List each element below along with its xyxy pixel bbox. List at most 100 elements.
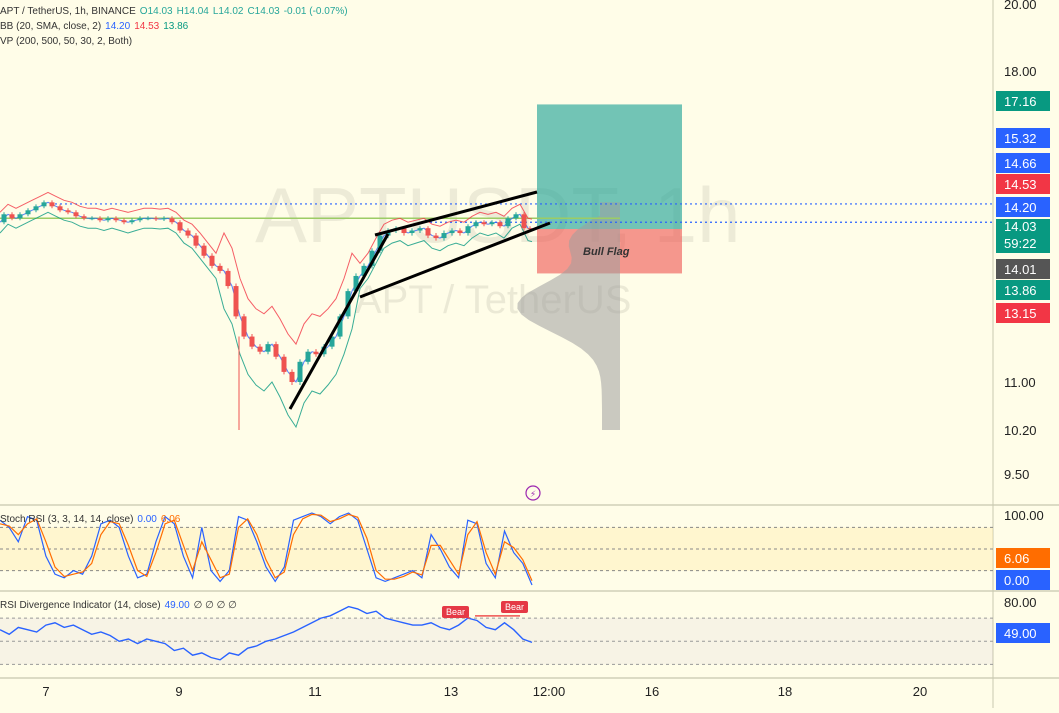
price-badge-bg — [996, 128, 1050, 148]
x-tick-label: 9 — [175, 684, 182, 699]
candle-body — [9, 214, 15, 219]
price-badge-bg — [996, 280, 1050, 300]
main-legend-c: C14.03 — [247, 6, 280, 17]
candle-body — [17, 214, 23, 219]
price-badge-label: 17.16 — [1004, 94, 1037, 109]
price-badge-label: 15.32 — [1004, 131, 1037, 146]
rsi-badge-bg — [996, 623, 1050, 643]
candle-body — [57, 206, 63, 211]
price-tick-label: 9.50 — [1004, 467, 1029, 482]
flag-lower-line — [359, 221, 551, 299]
candle-body — [313, 351, 319, 355]
price-badge-label: 14.20 — [1004, 200, 1037, 215]
main-legend-o: O14.03 — [139, 6, 173, 17]
candle-body — [209, 255, 215, 266]
x-tick-label: 12:00 — [533, 684, 566, 699]
stoch-band — [0, 527, 993, 571]
stoch-series-k — [0, 512, 533, 586]
candle-body — [521, 214, 527, 229]
candle-body — [241, 316, 247, 337]
price-badge-bg — [996, 91, 1050, 111]
x-tick-label: 11 — [308, 684, 322, 699]
candle-body — [441, 233, 447, 239]
bb-legend-name: BB (20, SMA, close, 2) — [0, 21, 102, 32]
price-tick-label: 11.00 — [1004, 375, 1036, 390]
candle-body — [505, 218, 511, 227]
candle-body — [377, 235, 383, 251]
rsi-legend-name: RSI Divergence Indicator (14, close) — [0, 600, 161, 611]
candle-body — [449, 230, 455, 234]
price-tick-label: 18.00 — [1004, 64, 1037, 79]
lightning-icon — [525, 485, 541, 501]
lightning-icon-glyph: ⚡ — [530, 490, 536, 500]
main-legend-l: L14.02 — [212, 6, 244, 17]
bb-legend-lower: 13.86 — [163, 21, 189, 32]
candle-body — [433, 235, 439, 239]
price-badge-bg — [996, 259, 1050, 279]
price-badge-label: 59:22 — [1004, 236, 1037, 251]
candle-body — [353, 275, 359, 292]
candle-body — [121, 220, 127, 223]
bear-badge-1: Bear — [442, 606, 470, 618]
candle-body — [201, 245, 207, 256]
candle-body — [153, 218, 159, 220]
bb-upper-band — [0, 191, 533, 346]
candle-body — [193, 235, 199, 246]
main-legend-h: H14.04 — [176, 6, 209, 17]
flag-upper-line — [374, 190, 538, 237]
candle-body — [169, 218, 175, 223]
candle-body — [233, 286, 239, 317]
candle-body — [409, 230, 415, 234]
price-badge-bg — [996, 236, 1050, 253]
candle-body — [361, 265, 367, 276]
candle-body — [489, 222, 495, 225]
stoch-badge-d: 6.06 — [1004, 551, 1029, 566]
candle-body — [49, 202, 55, 207]
candle-body — [289, 371, 295, 382]
candle-body — [513, 214, 519, 219]
stoch-tick-label: 100.00 — [1004, 508, 1044, 523]
candle-body — [81, 216, 87, 219]
candle-body — [129, 220, 135, 223]
candle-body — [73, 212, 79, 217]
candle-body — [481, 222, 487, 225]
bear-badge-2: Bear — [501, 601, 529, 613]
rsi-legend-value: 49.00 — [164, 600, 190, 611]
price-badge-label: 14.03 — [1004, 219, 1037, 234]
candle-body — [137, 218, 143, 221]
stoch-badge-k-bg — [996, 570, 1050, 590]
candle-body — [97, 218, 103, 221]
rsi-band — [0, 618, 993, 665]
stoch-badge-k: 0.00 — [1004, 573, 1029, 588]
vp-legend: VP (200, 500, 50, 30, 2, Both) — [0, 35, 136, 48]
main-legend-name: APT / TetherUS, 1h, BINANCE — [0, 6, 136, 17]
candle-body — [473, 222, 479, 227]
candle-body — [217, 265, 223, 271]
stoch-legend-k: 0.00 — [137, 514, 157, 525]
price-badge-label: 14.66 — [1004, 156, 1037, 171]
price-badge-label: 13.15 — [1004, 306, 1037, 321]
rsi-legend-extras: ∅ ∅ ∅ ∅ — [193, 600, 237, 611]
candle-body — [225, 270, 231, 287]
vp-legend-name: VP (200, 500, 50, 30, 2, Both) — [0, 36, 133, 47]
candle-body — [177, 222, 183, 231]
stoch-legend: Stoch RSI (3, 3, 14, 14, close) 0.00 6.06 — [0, 513, 184, 526]
x-tick-label: 16 — [645, 684, 659, 699]
stoch-legend-d: 6.06 — [160, 514, 181, 525]
x-tick-label: 13 — [444, 684, 458, 699]
rsi-badge-value: 49.00 — [1004, 626, 1037, 641]
candle-body — [337, 316, 343, 337]
candle-body — [65, 210, 71, 213]
candle-body — [89, 218, 95, 220]
x-tick-label: 7 — [42, 684, 49, 699]
candle-body — [273, 344, 279, 357]
stoch-series-d — [0, 513, 533, 581]
bull-flag-label: Bull Flag — [583, 246, 630, 258]
x-tick-label: 18 — [778, 684, 792, 699]
rsi-tick-label: 80.00 — [1004, 595, 1037, 610]
candle-body — [161, 218, 167, 220]
candle-body — [281, 356, 287, 372]
candle-body — [401, 228, 407, 234]
